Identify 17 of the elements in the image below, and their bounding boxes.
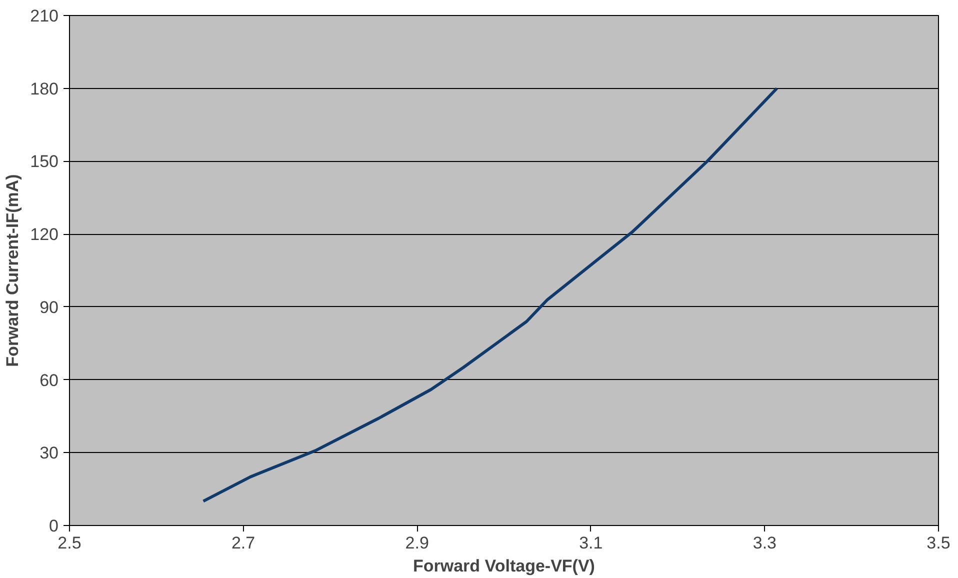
x-tick-label: 3.1	[579, 534, 603, 552]
y-tick-label: 210	[30, 6, 59, 26]
line-series	[202, 86, 778, 503]
y-tick-label: 150	[30, 152, 59, 172]
x-tick-label: 2.5	[58, 534, 82, 552]
y-tick-label: 60	[40, 370, 59, 390]
y-tick-label: 90	[40, 298, 59, 317]
x-tick-label: 2.7	[231, 534, 256, 552]
x-tick-label: 2.9	[405, 534, 429, 552]
x-tick-label: 3.3	[752, 534, 777, 552]
y-axis-title: Forward Current-IF(mA)	[3, 174, 22, 367]
x-tick-label: 3.5	[926, 534, 950, 552]
x-axis-title: Forward Voltage-VF(V)	[413, 556, 595, 576]
y-tick-label: 180	[30, 79, 59, 98]
y-tick-label: 0	[49, 516, 59, 536]
y-tick-label: 120	[30, 225, 59, 244]
y-tick-label: 30	[40, 444, 59, 463]
